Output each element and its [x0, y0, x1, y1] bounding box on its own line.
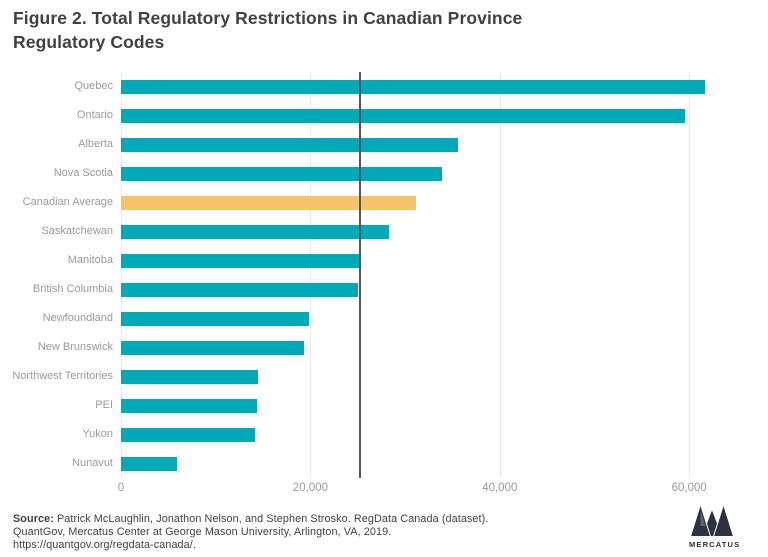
category-label-northwest-territories: Northwest Territories — [12, 370, 113, 382]
category-label-pei: PEI — [95, 399, 113, 411]
bar-ontario — [121, 108, 686, 123]
bar-yukon — [121, 427, 256, 442]
bar-alberta — [121, 137, 459, 152]
bar-nova-scotia — [121, 166, 443, 181]
x-tick-label: 0 — [117, 482, 125, 494]
bar-chart-plot-area — [121, 72, 746, 478]
x-tick-label: 40,000 — [482, 482, 518, 494]
source-line-2: QuantGov, Mercatus Center at George Maso… — [13, 526, 392, 539]
mercatus-logo: MERCATUS — [689, 504, 745, 552]
gridline-60000 — [689, 72, 691, 478]
bar-british-columbia — [121, 282, 358, 297]
y-axis-category-labels: Quebec Ontario Alberta Nova Scotia Canadian … — [0, 72, 113, 478]
category-label-canadian-average: Canadian Average — [22, 196, 113, 208]
category-label-nunavut: Nunavut — [72, 457, 113, 469]
x-tick-label: 20,000 — [292, 482, 328, 494]
category-label-british-columbia: British Columbia — [32, 283, 113, 295]
x-tick-label: 60,000 — [671, 482, 707, 494]
x-axis-tick-labels: 0 20,000 40,000 60,000 — [117, 482, 746, 498]
figure-title: Figure 2. Total Regulatory Restrictions … — [13, 8, 523, 53]
bar-manitoba — [121, 253, 361, 268]
mercatus-logo-text: MERCATUS — [689, 540, 741, 549]
category-label-saskatchewan: Saskatchewan — [41, 225, 113, 237]
category-label-manitoba: Manitoba — [67, 254, 113, 266]
bar-quebec — [121, 79, 706, 94]
bar-saskatchewan — [121, 224, 389, 239]
source-note: Source: Patrick McLaughlin, Jonathon Nel… — [13, 513, 613, 553]
category-label-nova-scotia: Nova Scotia — [53, 167, 113, 179]
category-label-newfoundland: Newfoundland — [42, 312, 113, 324]
reference-line — [358, 72, 361, 478]
category-label-yukon: Yukon — [82, 428, 113, 440]
bar-northwest-territories — [121, 369, 259, 384]
bar-pei — [121, 398, 258, 413]
gridline-0 — [121, 72, 122, 478]
source-label: Source: — [13, 513, 54, 525]
bar-newfoundland — [121, 311, 310, 326]
category-label-quebec: Quebec — [74, 80, 113, 92]
mercatus-logo-icon — [690, 504, 734, 537]
bar-nunavut — [121, 456, 177, 471]
source-authors: Patrick McLaughlin, Jonathon Nelson, and… — [53, 513, 489, 525]
bar-new-brunswick — [121, 340, 304, 355]
gridline-40000 — [499, 72, 501, 478]
category-label-new-brunswick: New Brunswick — [37, 341, 113, 353]
gridline-20000 — [310, 72, 312, 478]
category-label-ontario: Ontario — [76, 109, 113, 121]
source-line-1: Source: Patrick McLaughlin, Jonathon Nel… — [13, 513, 613, 526]
source-url: https://quantgov.org/regdata-canada/. — [13, 539, 196, 552]
category-label-alberta: Alberta — [78, 138, 113, 150]
bar-canadian-average — [121, 195, 416, 210]
